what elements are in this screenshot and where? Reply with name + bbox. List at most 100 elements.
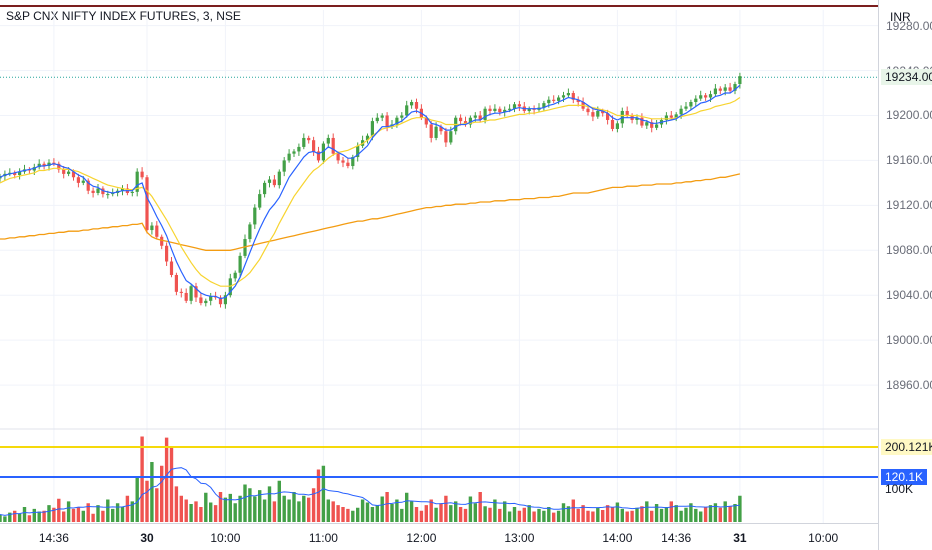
candle-body [18, 171, 22, 176]
volume-bar [473, 503, 477, 522]
volume-bar [419, 510, 424, 522]
candle-body [160, 236, 164, 246]
volume-bar [581, 505, 585, 522]
candle-body [96, 188, 100, 193]
candle-body [591, 112, 595, 117]
candle-body [473, 115, 477, 118]
volume-bar [463, 508, 468, 522]
volume-bar [164, 437, 169, 522]
volume-bar [71, 508, 76, 522]
volume-bar [645, 501, 649, 522]
volume-bar [331, 501, 335, 522]
volume-bar [723, 501, 727, 522]
volume-bar [679, 510, 683, 522]
candle-body [517, 104, 521, 107]
volume-bar [150, 462, 154, 522]
volume-bar [243, 484, 247, 522]
volume-bar [62, 511, 66, 522]
volume-bar [140, 436, 144, 522]
volume-bar [414, 507, 419, 522]
volume-bar [547, 507, 551, 522]
candle-body [370, 121, 374, 136]
price-axis-divider [878, 0, 879, 550]
volume-bar [458, 507, 463, 522]
volume-bar [503, 501, 507, 522]
time-tick-label: 31 [733, 531, 747, 545]
candle-body [424, 117, 428, 125]
volume-bar [664, 507, 669, 522]
candle-body [13, 172, 17, 176]
volume-bar [507, 511, 512, 522]
volume-bar [689, 503, 693, 522]
volume-bar [37, 511, 41, 522]
candle-body [267, 179, 272, 183]
volume-bar [713, 503, 718, 522]
currency-label[interactable]: INR [890, 10, 911, 24]
time-tick-label: 10:00 [808, 531, 839, 545]
ema-slow-line [0, 97, 741, 287]
candlestick-chart[interactable] [0, 0, 878, 523]
volume-bar [591, 511, 595, 522]
candle-body [576, 99, 580, 102]
volume-bar [307, 497, 311, 522]
candle-body [272, 179, 276, 186]
candle-body [718, 88, 722, 91]
candle-body [233, 272, 237, 279]
volume-bar [537, 508, 541, 522]
candle-body [263, 182, 267, 195]
volume-bar [42, 510, 46, 522]
candle-body [645, 122, 649, 126]
candle-body [351, 157, 355, 167]
candle-body [650, 122, 654, 128]
candle-body [57, 163, 61, 170]
candle-body [704, 95, 708, 98]
candle-body [483, 108, 487, 120]
time-axis-divider [0, 523, 878, 524]
candle-body [223, 295, 227, 305]
volume-bar [556, 510, 561, 522]
candle-body [689, 102, 693, 107]
volume-level-badge: 120.1K [881, 468, 928, 485]
volume-bar [311, 488, 316, 522]
volume-bar [120, 507, 125, 522]
volume-bar [321, 465, 326, 522]
time-tick-label: 11:00 [308, 531, 338, 545]
volume-bar [213, 505, 218, 522]
candle-body [561, 95, 566, 98]
volume-bar [385, 492, 389, 522]
candle-body [586, 108, 590, 113]
volume-bar [542, 510, 546, 522]
volume-bar [512, 507, 517, 522]
volume-bar [267, 486, 272, 522]
volume-bar [184, 499, 188, 522]
volume-bar [91, 513, 95, 522]
volume-bar [694, 508, 698, 522]
volume-bar [449, 505, 453, 522]
volume-bar [483, 506, 487, 522]
candle-body [503, 109, 507, 113]
candle-body [204, 300, 208, 304]
volume-bar [380, 496, 384, 522]
candle-body [601, 110, 605, 114]
time-tick-label: 14:36 [38, 531, 69, 545]
candle-body [566, 93, 570, 96]
candle-body [67, 171, 71, 174]
candle-body [248, 224, 252, 240]
volume-tick-label: 100K [885, 481, 914, 496]
volume-bar [145, 480, 149, 522]
volume-bar [566, 506, 571, 522]
volume-bar [478, 492, 482, 522]
candle-body [106, 194, 110, 196]
candle-body [512, 104, 517, 109]
volume-bar [488, 507, 492, 522]
candle-body [238, 255, 242, 273]
volume-bar [674, 505, 678, 522]
volume-bar [375, 505, 379, 522]
price-tick-label: 19000.00 [886, 333, 932, 348]
volume-bar [532, 511, 536, 522]
candle-body [155, 225, 159, 237]
volume-bar [3, 516, 7, 522]
candle-body [640, 117, 644, 126]
volume-bar [22, 507, 27, 522]
candle-body [552, 99, 556, 101]
